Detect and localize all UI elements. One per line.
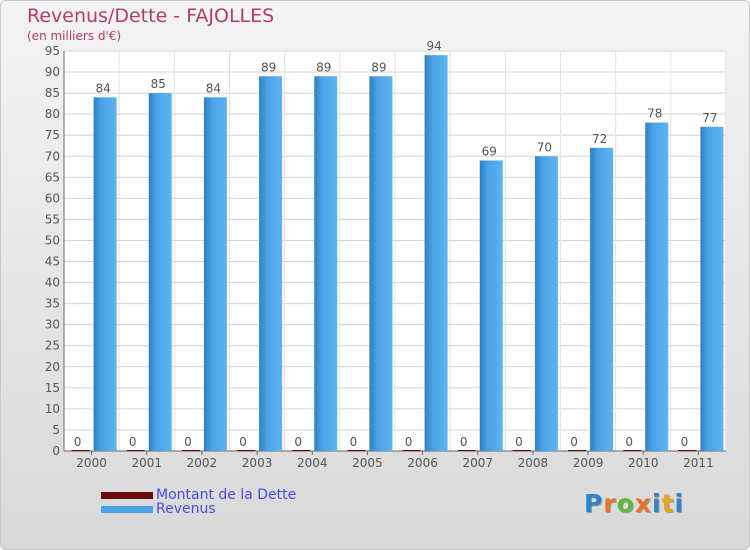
y-tick-label: 20: [45, 360, 60, 374]
data-label-dette: 0: [570, 435, 578, 449]
bar-dette: [237, 450, 256, 451]
legend-swatch-dette: [101, 492, 153, 499]
bar-revenus: [93, 97, 117, 451]
x-tick-label: 2000: [76, 456, 107, 470]
x-tick-label: 2010: [628, 456, 659, 470]
x-tick-label: 2011: [683, 456, 714, 470]
data-label-dette: 0: [350, 435, 358, 449]
bar-dette: [126, 450, 145, 451]
y-tick-label: 5: [52, 423, 60, 437]
y-tick-label: 45: [45, 255, 60, 269]
y-tick-label: 10: [45, 402, 60, 416]
bar-dette: [512, 450, 531, 451]
bar-revenus: [590, 147, 614, 451]
data-label-revenus: 84: [206, 81, 221, 95]
y-tick-label: 60: [45, 191, 60, 205]
y-tick-label: 80: [45, 107, 60, 121]
y-tick-label: 30: [45, 318, 60, 332]
logo-letter: i: [652, 489, 662, 518]
y-tick-label: 85: [45, 86, 60, 100]
x-tick-label: 2001: [131, 456, 162, 470]
x-tick-label: 2005: [352, 456, 383, 470]
bar-revenus: [259, 76, 283, 452]
y-tick-label: 90: [45, 65, 60, 79]
data-label-dette: 0: [515, 435, 523, 449]
bar-dette: [181, 450, 200, 451]
data-label-revenus: 77: [702, 111, 717, 125]
data-label-dette: 0: [239, 435, 247, 449]
chart-subtitle: (en milliers d'€): [27, 29, 122, 43]
logo-letter: x: [634, 489, 652, 518]
data-label-dette: 0: [405, 435, 413, 449]
data-label-dette: 0: [460, 435, 468, 449]
data-label-revenus: 78: [647, 107, 662, 121]
logo-letter: o: [616, 489, 635, 518]
bar-dette: [623, 450, 642, 451]
data-label-dette: 0: [681, 435, 689, 449]
data-label-dette: 0: [294, 435, 302, 449]
data-label-revenus: 89: [261, 60, 276, 74]
data-label-revenus: 94: [426, 39, 441, 53]
chart-title: Revenus/Dette - FAJOLLES: [27, 5, 275, 27]
y-tick-label: 50: [45, 233, 60, 247]
data-label-revenus: 89: [316, 60, 331, 74]
logo-letter: P: [584, 489, 604, 518]
bar-dette: [457, 450, 476, 451]
bar-dette: [402, 450, 421, 451]
proxiti-logo: Proxiti: [584, 489, 684, 518]
y-tick-label: 15: [45, 381, 60, 395]
bar-revenus: [314, 76, 338, 452]
bar-dette: [347, 450, 366, 451]
bar-revenus: [203, 97, 227, 451]
bar-revenus: [424, 55, 448, 452]
legend-swatch-revenus: [101, 506, 153, 513]
data-label-revenus: 72: [592, 132, 607, 146]
data-label-revenus: 70: [537, 140, 552, 154]
y-tick-label: 65: [45, 170, 60, 184]
data-label-revenus: 85: [151, 77, 166, 91]
x-tick-label: 2003: [242, 456, 273, 470]
bar-revenus: [700, 126, 724, 451]
x-tick-label: 2006: [407, 456, 438, 470]
data-label-revenus: 69: [482, 144, 497, 158]
bar-revenus: [369, 76, 393, 452]
y-tick-label: 0: [52, 444, 60, 458]
data-label-revenus: 84: [95, 81, 110, 95]
bar-revenus: [645, 122, 669, 451]
x-tick-label: 2007: [462, 456, 493, 470]
data-label-dette: 0: [129, 435, 137, 449]
y-tick-label: 35: [45, 297, 60, 311]
y-tick-label: 95: [45, 44, 60, 58]
bar-dette: [568, 450, 587, 451]
x-tick-label: 2008: [518, 456, 549, 470]
logo-letter: t: [661, 489, 675, 518]
legend-label-revenus: Revenus: [156, 501, 216, 517]
bar-dette: [678, 450, 697, 451]
y-tick-label: 75: [45, 128, 60, 142]
logo-letter: r: [603, 489, 617, 518]
y-tick-label: 55: [45, 212, 60, 226]
x-tick-label: 2002: [187, 456, 218, 470]
y-tick-label: 25: [45, 339, 60, 353]
data-label-dette: 0: [74, 435, 82, 449]
bar-dette: [292, 450, 311, 451]
legend-label-dette: Montant de la Dette: [156, 487, 297, 503]
y-tick-label: 40: [45, 276, 60, 290]
x-tick-label: 2004: [297, 456, 328, 470]
bar-revenus: [148, 93, 172, 452]
bar-revenus: [479, 160, 503, 451]
data-label-dette: 0: [625, 435, 633, 449]
data-label-revenus: 89: [371, 60, 386, 74]
logo-letter: i: [674, 489, 685, 518]
bar-dette: [71, 450, 90, 451]
bar-revenus: [534, 156, 558, 451]
x-tick-label: 2009: [573, 456, 604, 470]
data-label-dette: 0: [184, 435, 192, 449]
y-tick-label: 70: [45, 149, 60, 163]
